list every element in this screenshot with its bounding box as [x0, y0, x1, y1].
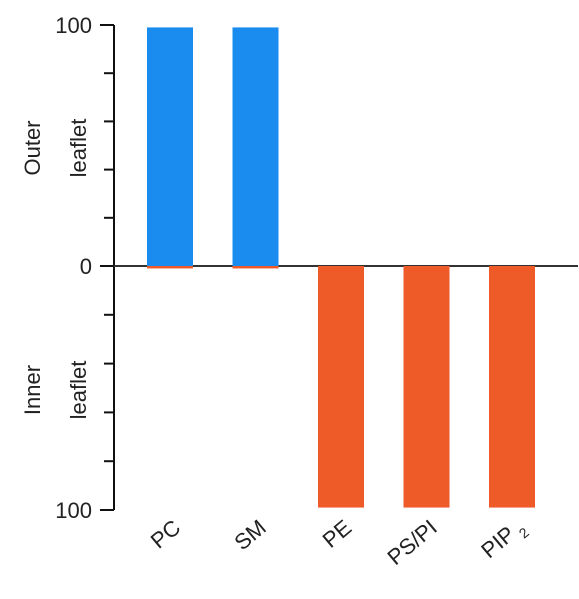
bar-pc-series-0: [147, 27, 193, 266]
category-label-text: PS/PI: [383, 515, 442, 570]
outer-leaflet-label-line: leaflet: [66, 119, 91, 178]
category-label-pe: PE: [318, 515, 357, 553]
y-tick-label: 0: [80, 254, 92, 279]
category-label-text: SM: [229, 515, 270, 555]
bars: [147, 27, 535, 508]
outer-leaflet-label-line: Outer: [20, 120, 45, 175]
inner-leaflet-label-line: Inner: [20, 365, 45, 415]
bar-sm-series-0: [232, 27, 279, 266]
bar-pip-series-1: [489, 266, 535, 508]
category-label-text: PIP: [476, 521, 519, 563]
category-label-pspi: PS/PI: [383, 515, 442, 570]
y-tick-label: 100: [55, 498, 92, 523]
bar-pc-series-1: [147, 266, 193, 269]
outer-leaflet-label: Outer leaflet: [20, 119, 91, 178]
inner-leaflet-label: Inner leaflet: [20, 361, 91, 420]
inner-leaflet-label-line: leaflet: [66, 361, 91, 420]
y-tick-label: 100: [55, 13, 92, 38]
category-label-sm: SM: [229, 515, 270, 555]
category-label-pc: PC: [146, 515, 186, 554]
category-label-text: PE: [318, 515, 357, 553]
bar-sm-series-1: [232, 266, 279, 269]
bar-pspi-series-1: [403, 266, 450, 508]
category-label-text: PC: [146, 515, 186, 554]
bar-pe-series-1: [318, 266, 364, 508]
